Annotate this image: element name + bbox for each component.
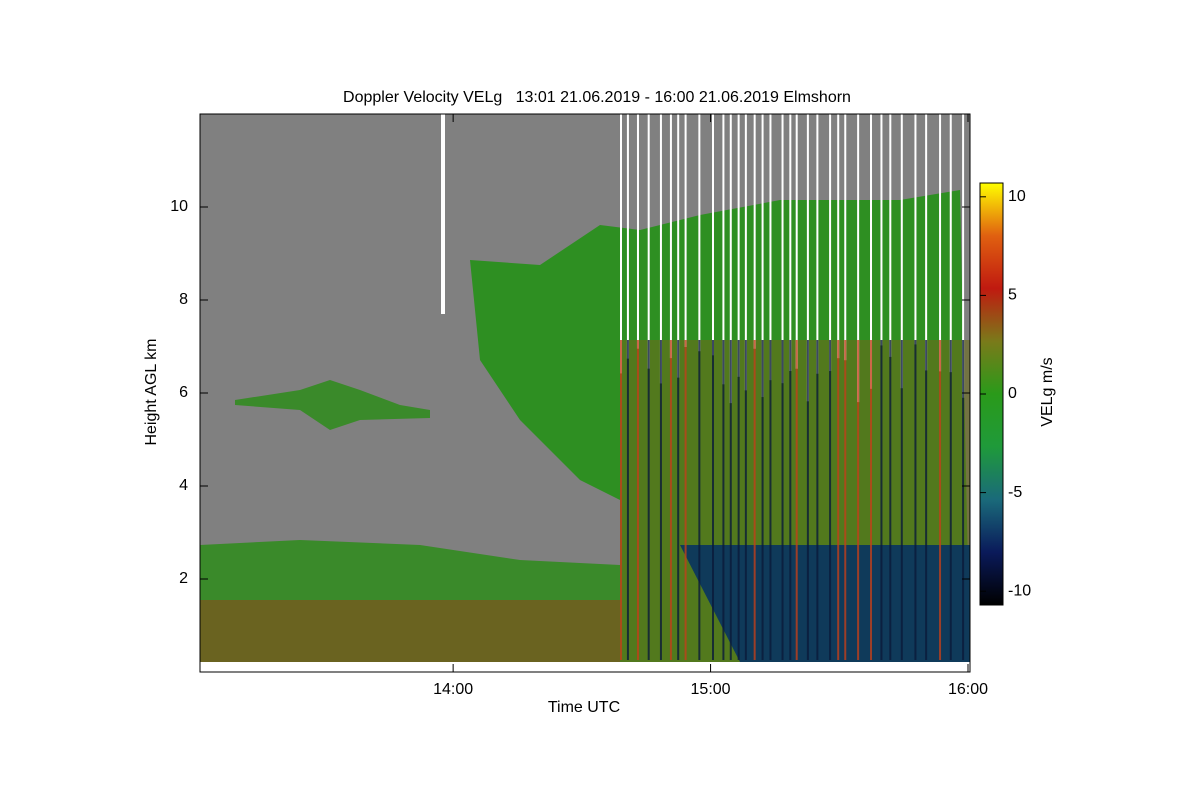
stripe <box>761 114 764 398</box>
stripe-shadow <box>659 340 662 660</box>
stripe-shadow <box>647 340 650 660</box>
radar-field <box>200 114 970 662</box>
mid-cloud <box>235 380 430 430</box>
stripe-shadow <box>806 340 809 660</box>
stripe <box>698 114 701 352</box>
stripe <box>939 114 942 372</box>
stripe-shadow <box>620 340 622 660</box>
stripe <box>620 114 622 374</box>
y-tick-label: 2 <box>179 570 188 587</box>
colorbar-tick-label: 5 <box>1008 287 1017 304</box>
stripe <box>659 114 662 384</box>
x-tick-label: 16:00 <box>948 681 988 698</box>
stripe <box>844 114 847 361</box>
x-tick-label: 15:00 <box>691 681 731 698</box>
stripe <box>781 114 784 384</box>
stripe <box>949 114 952 373</box>
chart-title: Doppler Velocity VELg 13:01 21.06.2019 -… <box>343 89 851 106</box>
stripe-shadow <box>962 340 965 660</box>
stripe-shadow <box>722 340 725 660</box>
colorbar-tick-label: -5 <box>1008 484 1022 501</box>
stripe <box>647 114 650 369</box>
stripe <box>744 114 747 391</box>
stripe-shadow <box>844 340 847 660</box>
x-tick-label: 14:00 <box>433 681 473 698</box>
stripe <box>870 114 873 389</box>
stripe-shadow <box>761 340 764 660</box>
colorbar-label: VELg m/s <box>1039 357 1056 426</box>
stripe <box>769 114 772 381</box>
stripe-shadow <box>900 340 903 660</box>
stripe <box>829 114 832 372</box>
stripe <box>880 114 883 346</box>
colorbar-tick-label: 10 <box>1008 188 1026 205</box>
stripe <box>729 114 732 404</box>
stripe-shadow <box>939 340 942 660</box>
stripe-shadow <box>880 340 883 660</box>
stripe <box>753 114 756 349</box>
stripe <box>837 114 840 359</box>
low-layer-red <box>200 600 620 662</box>
stripe-shadow <box>795 340 798 660</box>
stripe <box>962 114 965 398</box>
stripe <box>806 114 809 402</box>
stripe <box>737 114 740 377</box>
stripe <box>712 114 715 356</box>
y-tick-label: 4 <box>179 477 188 494</box>
gap <box>441 114 445 314</box>
stripe-shadow <box>636 340 639 660</box>
stripe <box>677 114 680 378</box>
stripe-shadow <box>949 340 952 660</box>
y-tick-label: 10 <box>170 198 188 215</box>
stripe-shadow <box>669 340 672 660</box>
stripe <box>626 114 629 359</box>
stripe-shadow <box>781 340 784 660</box>
stripe-shadow <box>870 340 873 660</box>
stripe <box>669 114 672 359</box>
stripe <box>925 114 928 371</box>
stripe-shadow <box>753 340 756 660</box>
stripe-shadow <box>769 340 772 660</box>
stripe-shadow <box>677 340 680 660</box>
stripe <box>722 114 725 385</box>
x-axis-label: Time UTC <box>548 699 620 716</box>
stripe-shadow <box>837 340 840 660</box>
colorbar-tick-label: 0 <box>1008 385 1017 402</box>
colorbar-tick-label: -10 <box>1008 582 1031 599</box>
stripe-shadow <box>729 340 732 660</box>
stripe-shadow <box>712 340 715 660</box>
stripe <box>636 114 639 349</box>
stripe-shadow <box>889 340 892 660</box>
stripe <box>914 114 917 345</box>
stripe-shadow <box>857 340 860 660</box>
stripe <box>789 114 792 372</box>
stripe <box>816 114 819 374</box>
stripe-shadow <box>744 340 747 660</box>
stripe-shadow <box>914 340 917 660</box>
stripe-shadow <box>737 340 740 660</box>
stripe-shadow <box>698 340 701 660</box>
stripe <box>900 114 903 389</box>
stripe-shadow <box>829 340 832 660</box>
stripe-shadow <box>684 340 687 660</box>
y-axis-label: Height AGL km <box>143 338 160 445</box>
stripe-shadow <box>626 340 629 660</box>
stripe <box>684 114 687 348</box>
stripe-shadow <box>789 340 792 660</box>
stripe <box>889 114 892 357</box>
stripe <box>795 114 798 369</box>
lower-fall <box>680 545 970 662</box>
stripe-shadow <box>925 340 928 660</box>
stripe-shadow <box>816 340 819 660</box>
y-tick-label: 6 <box>179 384 188 401</box>
stripe <box>857 114 860 403</box>
y-tick-label: 8 <box>179 291 188 308</box>
